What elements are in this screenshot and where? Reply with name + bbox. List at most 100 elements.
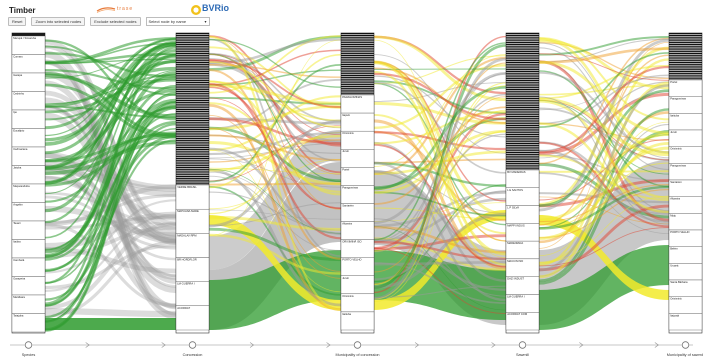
node-slice[interactable]: [176, 80, 209, 82]
node-slice[interactable]: [176, 94, 209, 96]
node-slice[interactable]: [176, 69, 209, 71]
node-slice[interactable]: [176, 49, 209, 51]
node-slice[interactable]: [176, 159, 209, 161]
node-slice[interactable]: [506, 38, 539, 40]
flow-link[interactable]: [208, 68, 342, 260]
node-slice[interactable]: [176, 121, 209, 123]
node-slice[interactable]: [506, 130, 539, 132]
flow-link[interactable]: [44, 102, 177, 323]
node-slice[interactable]: [176, 183, 209, 185]
node-slice[interactable]: [176, 165, 209, 167]
flow-link[interactable]: [538, 227, 670, 267]
node-slice[interactable]: [506, 121, 539, 123]
node-slice[interactable]: [669, 47, 702, 49]
flow-link[interactable]: [373, 35, 507, 102]
node-slice[interactable]: [506, 105, 539, 107]
node-slice[interactable]: [176, 177, 209, 179]
flow-link[interactable]: [208, 139, 342, 163]
node-slice[interactable]: [341, 43, 374, 46]
node-slice[interactable]: [341, 78, 374, 80]
node[interactable]: [175, 184, 210, 210]
flow-link[interactable]: [44, 50, 177, 320]
flow-link[interactable]: [538, 66, 670, 154]
node-slice[interactable]: [176, 92, 209, 94]
node-slice[interactable]: [669, 51, 702, 53]
node-slice[interactable]: [506, 87, 539, 89]
node-slice[interactable]: [669, 52, 702, 55]
flow-link[interactable]: [208, 209, 342, 220]
flow-link[interactable]: [373, 39, 507, 258]
node-slice[interactable]: [506, 51, 539, 53]
flow-link[interactable]: [208, 53, 342, 189]
node-slice[interactable]: [176, 130, 209, 132]
node-slice[interactable]: [506, 144, 539, 146]
node-slice[interactable]: [176, 147, 209, 149]
flow-link[interactable]: [44, 73, 177, 118]
node-slice[interactable]: [176, 109, 209, 111]
node-slice[interactable]: [176, 112, 209, 114]
node-slice[interactable]: [176, 65, 209, 67]
node-slice[interactable]: [176, 67, 209, 69]
flow-link[interactable]: [208, 117, 342, 145]
node-slice[interactable]: [176, 61, 209, 64]
node-slice[interactable]: [176, 181, 209, 183]
flow-link[interactable]: [44, 73, 177, 121]
flow-link[interactable]: [208, 168, 342, 234]
node-slice[interactable]: [669, 74, 702, 76]
node-slice[interactable]: [669, 38, 702, 40]
node-slice[interactable]: [506, 164, 539, 166]
flow-link[interactable]: [373, 144, 507, 268]
node-slice[interactable]: [506, 92, 539, 94]
flow-link[interactable]: [208, 80, 342, 122]
node-slice[interactable]: [176, 43, 209, 46]
node-slice[interactable]: [176, 170, 209, 172]
flow-link[interactable]: [538, 76, 670, 111]
node-slice[interactable]: [176, 118, 209, 120]
node-select[interactable]: Select node by name ▾: [145, 17, 210, 26]
node-slice[interactable]: [176, 128, 209, 131]
node-slice[interactable]: [506, 103, 539, 105]
node-slice[interactable]: [669, 72, 702, 74]
flow-link[interactable]: [538, 35, 670, 56]
node[interactable]: [175, 208, 210, 234]
node-slice[interactable]: [669, 60, 702, 62]
node-slice[interactable]: [506, 106, 539, 109]
node-slice[interactable]: [176, 125, 209, 127]
flow-link[interactable]: [538, 185, 670, 230]
flow-link[interactable]: [208, 131, 342, 156]
node-slice[interactable]: [341, 69, 374, 71]
node-slice[interactable]: [176, 157, 209, 160]
flow-band[interactable]: [209, 215, 341, 310]
node-slice[interactable]: [506, 148, 539, 150]
node-slice[interactable]: [506, 67, 539, 69]
flow-link[interactable]: [373, 82, 507, 102]
node-slice[interactable]: [506, 155, 539, 157]
axis-handle[interactable]: [681, 341, 690, 349]
node-slice[interactable]: [669, 49, 702, 51]
node-slice[interactable]: [176, 161, 209, 163]
node-slice[interactable]: [176, 174, 209, 176]
node-slice[interactable]: [341, 64, 374, 66]
flow-link[interactable]: [44, 112, 177, 273]
node-slice[interactable]: [506, 85, 539, 87]
node-slice[interactable]: [669, 78, 702, 80]
node-slice[interactable]: [341, 65, 374, 68]
node-slice[interactable]: [669, 34, 702, 36]
node-slice[interactable]: [669, 42, 702, 44]
flow-link[interactable]: [538, 52, 670, 128]
flow-link[interactable]: [538, 183, 670, 223]
node-slice[interactable]: [669, 45, 702, 47]
flow-link[interactable]: [373, 226, 507, 254]
flow-link[interactable]: [538, 84, 670, 272]
node-slice[interactable]: [176, 103, 209, 105]
axis-handle[interactable]: [188, 341, 197, 349]
flow-link[interactable]: [373, 113, 507, 235]
node-slice[interactable]: [341, 38, 374, 40]
node-slice[interactable]: [341, 89, 374, 91]
flow-link[interactable]: [44, 59, 177, 310]
node-slice[interactable]: [506, 108, 539, 110]
node-slice[interactable]: [506, 153, 539, 155]
node-slice[interactable]: [506, 83, 539, 85]
node-slice[interactable]: [341, 36, 374, 38]
node-slice[interactable]: [176, 116, 209, 118]
